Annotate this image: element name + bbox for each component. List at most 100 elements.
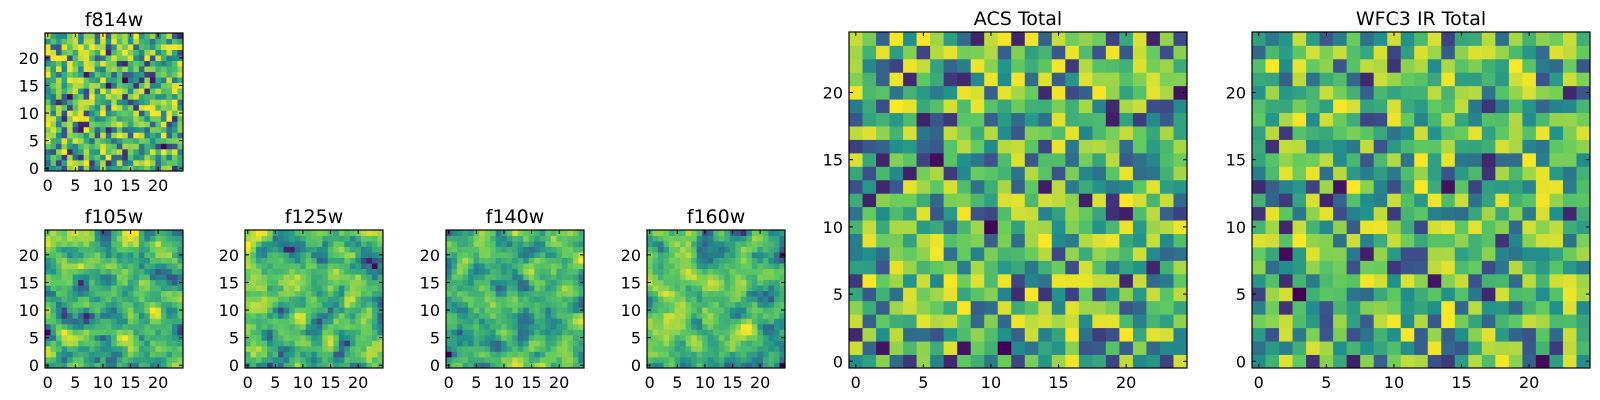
heatmap-cell [506,323,513,330]
heatmap-cell [45,99,51,106]
heatmap-cell [1173,206,1188,221]
heatmap-cell [94,301,101,308]
heatmap-cell [171,82,178,89]
heatmap-cell [344,307,351,314]
heatmap-cell [278,318,285,325]
heatmap-cell [1078,85,1093,100]
heatmap-cell [56,301,62,308]
heatmap-cell [1173,247,1188,261]
heatmap-cell [122,318,129,325]
heatmap-cell [83,121,90,128]
heatmap-cell [1360,85,1375,100]
heatmap-cell [333,230,340,236]
heatmap-cell [1387,166,1402,181]
heatmap-cell [144,246,151,253]
heatmap-cell [724,263,731,270]
heatmap-cell [111,323,118,330]
heatmap-cell [556,274,563,281]
heatmap-cell [160,235,167,242]
heatmap-cell [768,235,775,242]
heatmap-cell [50,82,57,89]
heatmap-cell [45,159,51,166]
heatmap-cell [127,49,134,56]
wfc3-ir-total-xtick-label: 5 [1321,373,1331,392]
heatmap-cell [1387,314,1402,329]
heatmap-cell [696,241,703,247]
heatmap-cell [1373,112,1388,127]
heatmap-cell [1441,247,1456,261]
heatmap-cell [294,312,301,319]
heatmap-cell [468,241,474,247]
heatmap-cell [316,351,323,358]
heatmap-cell [713,345,720,352]
heatmap-cell [1508,99,1523,114]
heatmap-cell [177,290,184,297]
heatmap-cell [67,159,73,166]
heatmap-cell [523,252,530,258]
heatmap-cell [669,252,675,258]
heatmap-cell [177,356,184,363]
heatmap-cell [1481,206,1496,221]
heatmap-cell [746,307,753,314]
heatmap-cell [360,307,367,314]
heatmap-cell [144,159,151,166]
heatmap-cell [1038,85,1053,100]
heatmap-cell [773,268,780,275]
heatmap-cell [166,329,173,336]
heatmap-cell [1024,247,1039,261]
heatmap-cell [779,290,786,297]
heatmap-cell [300,252,307,258]
heatmap-cell [344,268,351,275]
heatmap-cell [490,263,497,270]
wfc3-ir-total-ytick-label: 15 [1226,151,1246,170]
heatmap-cell [67,143,73,150]
heatmap-cell [171,235,178,242]
heatmap-cell [696,334,703,341]
heatmap-cell [171,356,178,363]
heatmap-cell [762,351,769,358]
heatmap-cell [256,263,262,270]
heatmap-cell [1279,126,1293,140]
heatmap-cell [144,301,151,308]
heatmap-cell [658,246,664,253]
heatmap-cell [1252,112,1266,127]
heatmap-cell [984,126,999,140]
heatmap-cell [729,241,736,247]
heatmap-cell [72,296,79,303]
heatmap-cell [1441,206,1456,221]
heatmap-cell [1576,273,1591,288]
heatmap-cell [652,307,659,314]
heatmap-cell [160,154,167,161]
heatmap-cell [245,323,251,330]
heatmap-cell [50,38,57,45]
heatmap-cell [56,340,62,347]
heatmap-cell [160,44,167,50]
heatmap-cell [1306,85,1320,100]
heatmap-cell [674,323,681,330]
heatmap-cell [751,290,758,297]
heatmap-cell [468,290,474,297]
heatmap-cell [567,323,574,330]
heatmap-cell [523,263,530,270]
heatmap-cell [746,268,753,275]
heatmap-cell [166,345,173,352]
heatmap-cell [149,252,156,258]
heatmap-cell [1065,233,1080,248]
heatmap-cell [311,235,318,242]
heatmap-cell [1495,327,1510,342]
heatmap-cell [740,230,747,236]
heatmap-cell [490,241,497,247]
heatmap-cell [528,356,535,363]
heatmap-cell [1468,287,1483,302]
heatmap-cell [100,307,107,314]
heatmap-cell [127,77,134,84]
heatmap-cell [105,38,112,45]
heatmap-cell [50,296,57,303]
heatmap-cell [371,323,378,330]
heatmap-cell [1092,247,1107,261]
heatmap-cell [322,323,329,330]
heatmap-cell [1576,32,1591,46]
heatmap-cell [50,88,57,95]
heatmap-cell [779,345,786,352]
heatmap-cell [1481,260,1496,275]
